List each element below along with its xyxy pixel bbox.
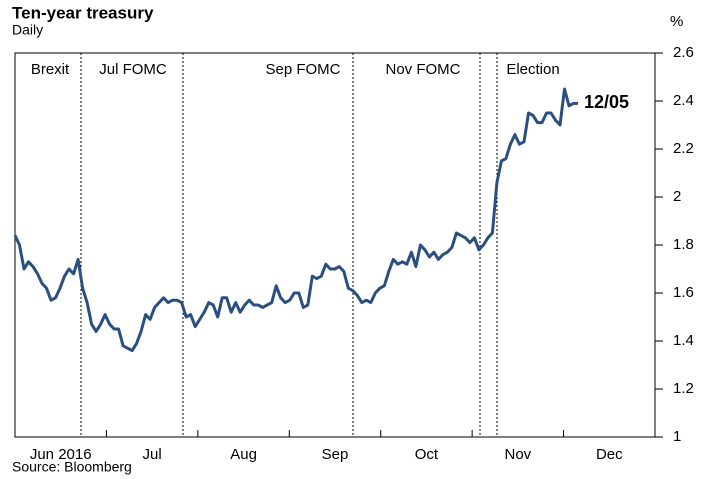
x-tick-label: Dec [596,446,623,463]
y-tick-label: 2.2 [673,140,694,157]
y-tick-label: 1.2 [673,380,694,397]
event-label: Sep FOMC [265,61,340,78]
x-tick-label: Jun 2016 [30,446,92,463]
x-tick-label: Sep [322,446,349,463]
y-tick-label: 1.4 [673,332,694,349]
x-tick-label: Aug [230,446,257,463]
x-tick-label: Nov [505,446,532,463]
end-label: 12/05 [584,92,629,112]
x-tick-label: Oct [415,446,439,463]
y-tick-label: 1.6 [673,284,694,301]
event-label: Nov FOMC [386,61,461,78]
event-label: Brexit [31,61,70,78]
plot-frame [14,52,656,438]
y-tick-label: 1.8 [673,236,694,253]
x-tick-label: Jul [143,446,162,463]
y-unit: % [670,13,683,30]
y-tick-label: 2.6 [673,44,694,61]
event-label: Jul FOMC [99,61,167,78]
chart-title: Ten-year treasury [12,3,154,22]
series-line [13,87,578,353]
y-tick-label: 1 [673,428,681,445]
event-label: Election [506,61,559,78]
y-tick-label: 2 [673,188,681,205]
chart-subtitle: Daily [12,22,43,38]
source: Source: Bloomberg [12,459,132,475]
y-tick-label: 2.4 [673,92,694,109]
